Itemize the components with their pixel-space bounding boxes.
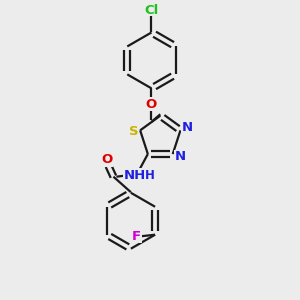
Text: O: O — [146, 98, 157, 111]
Text: F: F — [132, 230, 141, 243]
Text: Cl: Cl — [144, 4, 159, 17]
Text: H: H — [145, 169, 155, 182]
Text: N: N — [182, 121, 193, 134]
Text: S: S — [129, 125, 139, 138]
Text: NH: NH — [124, 169, 146, 182]
Text: N: N — [175, 151, 186, 164]
Text: O: O — [101, 153, 112, 167]
